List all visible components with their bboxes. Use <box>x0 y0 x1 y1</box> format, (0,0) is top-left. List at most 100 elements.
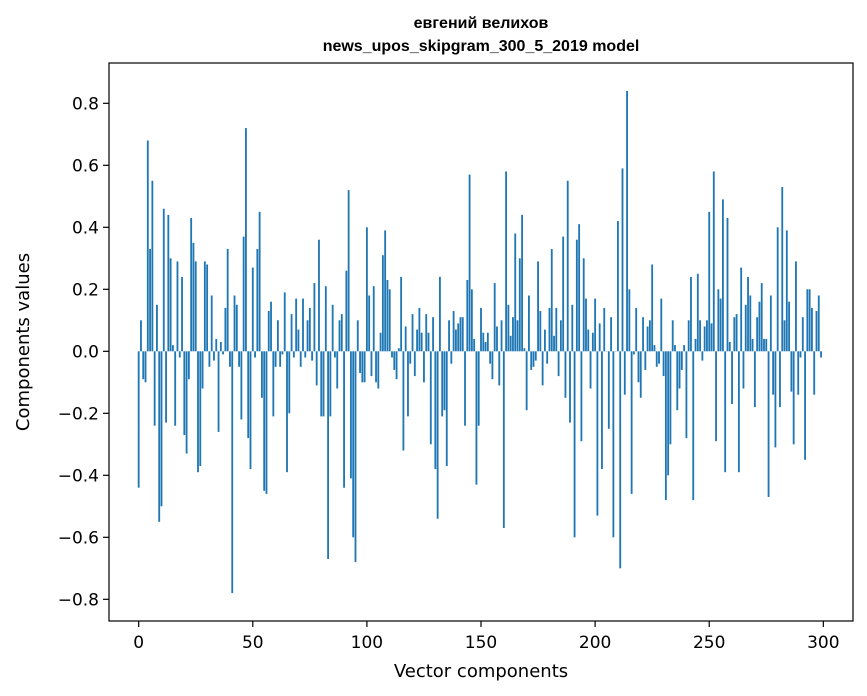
bar <box>749 295 752 352</box>
bar <box>272 351 275 417</box>
bar <box>219 342 222 352</box>
bar <box>699 320 702 352</box>
bar <box>354 351 357 563</box>
bar <box>384 230 387 352</box>
bar <box>318 239 320 352</box>
bar <box>815 311 818 352</box>
x-tick-label: 250 <box>693 633 725 653</box>
bar <box>263 351 266 491</box>
bar <box>395 351 398 380</box>
bar <box>582 258 585 352</box>
y-tick-label: −0.2 <box>58 404 99 424</box>
bar <box>245 128 247 352</box>
y-tick-label: −0.8 <box>58 590 99 610</box>
bar <box>258 211 261 352</box>
bar <box>187 351 190 380</box>
bar <box>617 221 619 352</box>
bar <box>530 351 533 370</box>
bar <box>788 301 791 352</box>
bar <box>429 351 432 445</box>
bar <box>439 276 441 352</box>
bar <box>420 332 423 352</box>
bar <box>817 295 820 352</box>
bar <box>587 329 590 352</box>
bar <box>331 304 334 352</box>
chart-title-line1: евгений велихов <box>414 15 549 32</box>
bar <box>537 261 539 352</box>
bar <box>548 307 551 352</box>
bar <box>233 295 236 352</box>
bar <box>518 258 521 352</box>
bar <box>201 351 204 389</box>
bar-group <box>137 90 822 594</box>
bar <box>783 320 786 352</box>
bar <box>646 326 649 352</box>
bar <box>653 345 656 352</box>
bar <box>708 211 711 352</box>
bar <box>491 351 494 380</box>
bar <box>167 214 170 352</box>
bar <box>336 351 339 389</box>
bar <box>350 351 352 479</box>
bar <box>731 351 733 404</box>
bar <box>765 338 768 352</box>
bar <box>361 351 364 383</box>
bar <box>758 301 761 352</box>
bar <box>274 351 277 367</box>
bar <box>441 351 444 417</box>
bar <box>222 351 225 355</box>
bar <box>575 239 578 352</box>
y-tick-label: 0.6 <box>72 156 99 176</box>
bar <box>247 351 250 439</box>
bar <box>482 332 485 352</box>
bar <box>276 320 279 352</box>
bar <box>669 351 672 445</box>
bar <box>343 351 345 488</box>
x-tick-label: 50 <box>242 633 264 653</box>
bar <box>642 317 644 352</box>
bar <box>717 289 720 352</box>
bar <box>156 304 158 352</box>
bar <box>231 351 234 594</box>
y-axis-ticks: −0.8 −0.6 −0.4 −0.2 0.0 0.2 0.4 0.6 0.8 <box>58 94 109 610</box>
bar <box>737 351 740 473</box>
bar <box>496 326 498 352</box>
bar <box>185 351 188 454</box>
bar <box>452 311 455 352</box>
bar <box>226 249 229 352</box>
bar <box>363 351 366 383</box>
bar <box>142 351 145 380</box>
bar <box>381 255 384 352</box>
bar <box>601 351 603 470</box>
bar <box>811 307 813 352</box>
bar <box>352 351 355 538</box>
bar <box>532 351 535 367</box>
bar <box>580 351 583 442</box>
x-axis-label: Vector components <box>394 661 568 682</box>
bar <box>407 351 409 417</box>
bar <box>610 317 612 352</box>
bar <box>304 351 307 358</box>
bar <box>785 230 788 352</box>
bar <box>461 317 464 352</box>
bar <box>543 329 546 352</box>
bar <box>808 289 811 352</box>
bar <box>340 314 343 352</box>
bar <box>327 351 330 559</box>
bar <box>573 351 576 538</box>
bar <box>514 233 517 352</box>
bar <box>687 320 690 352</box>
bar <box>404 326 407 352</box>
bar <box>728 342 731 352</box>
bar <box>411 314 414 352</box>
bar <box>712 171 715 352</box>
bar <box>160 351 163 507</box>
bar <box>564 351 567 398</box>
bar <box>288 351 291 414</box>
bar <box>763 338 765 352</box>
bar <box>690 276 692 352</box>
bar <box>181 276 183 352</box>
bar <box>776 227 779 352</box>
bar <box>630 351 633 494</box>
bar <box>436 351 439 519</box>
